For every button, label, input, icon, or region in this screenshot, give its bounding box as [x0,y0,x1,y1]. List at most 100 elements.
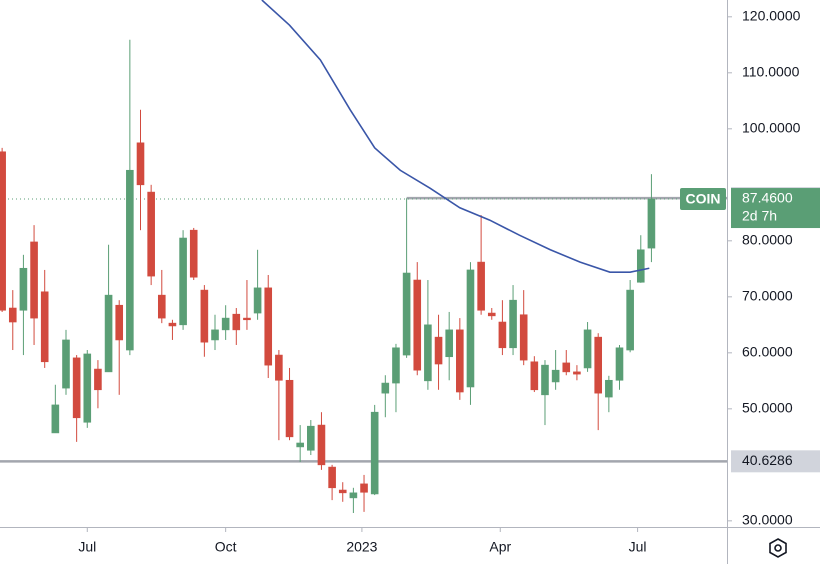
candle [19,254,28,356]
candle-body [583,329,592,369]
candle-body [349,492,358,499]
candle-body [200,289,209,343]
candle-body [72,357,81,419]
candle-body [253,287,262,314]
candle [168,319,177,340]
candle [530,356,539,393]
candle-body [94,368,102,391]
candle [605,375,613,413]
candle [413,262,422,376]
candle-body [62,339,70,389]
x-tick-label: Jul [78,539,96,555]
candle-body [317,424,326,466]
axes: 120.0000 110.0000 100.0000 80.0000 70.0000 60… [78,8,820,555]
x-tick-label: 2023 [346,539,377,555]
candle-body [573,371,581,375]
candle [402,198,411,358]
y-tick-label: 70.0000 [742,288,793,304]
candle-body [232,313,241,331]
ticker-box [680,188,726,211]
candle-body [264,287,273,366]
candle-body [328,466,336,489]
candle-body [157,294,166,319]
plot-area [0,0,727,513]
candle [424,280,432,390]
candle-body [434,336,443,365]
candle [573,365,581,381]
candle [51,384,60,434]
y-tick-label: 80.0000 [742,232,793,248]
candle [338,482,347,502]
candle-body [541,364,549,396]
candle-body [360,483,368,493]
candle-body [381,382,390,394]
candle-body [30,241,38,319]
candle [307,420,315,456]
candle-body [477,261,485,311]
candle [189,227,198,281]
candle-body [445,329,453,358]
candle [370,404,379,496]
candle [147,184,155,286]
candle [83,350,92,428]
candle [594,333,603,431]
y-tick-label: 110.0000 [742,64,800,80]
candle-body [147,191,155,277]
candle-body [466,269,475,388]
candle [8,290,17,351]
candle [264,274,273,379]
countdown-label: 2d 7h [742,208,777,224]
candle [498,300,507,356]
price-label: 87.4600 [742,190,793,206]
candle [211,314,219,351]
level-label-box [731,450,820,473]
candle [551,350,560,390]
candle [541,360,549,426]
candle [104,244,113,373]
candle-body [413,279,422,371]
ticker-label: COIN [686,191,721,207]
candle [328,464,336,501]
candle [519,290,528,366]
candle-body [136,142,145,186]
candle-body [8,307,17,323]
candle-body [636,249,645,283]
candle [456,318,464,400]
candle-body [530,361,539,391]
candle [392,343,400,413]
candle-body [285,379,294,438]
candle [296,425,304,463]
candle [275,350,283,441]
candle-body [647,198,656,249]
candle [179,230,187,330]
candle [94,360,102,409]
candle [157,269,166,324]
y-tick-label: 50.0000 [742,400,793,416]
candle-body [83,353,92,423]
candle [200,285,209,357]
candle [253,249,262,320]
candle-body [307,425,315,451]
candle [487,308,496,320]
candle [445,311,453,381]
candle-body [275,354,283,381]
candle [647,174,656,263]
settings-icon[interactable] [769,538,787,558]
candle-body [104,294,113,373]
candle-body [605,379,613,398]
candle-body [296,442,304,448]
candle [434,314,443,390]
price-box [731,188,820,229]
candle [317,412,326,470]
candle [360,474,368,512]
candle-body [551,369,560,383]
candle-body [456,329,464,393]
candle-body [126,169,134,351]
candle-body [243,317,251,321]
candle-body [562,362,571,373]
candle [40,269,49,368]
y-tick-label: 100.0000 [742,120,801,136]
candle-body [19,267,28,311]
candle-body [498,321,507,349]
candle [136,109,145,231]
